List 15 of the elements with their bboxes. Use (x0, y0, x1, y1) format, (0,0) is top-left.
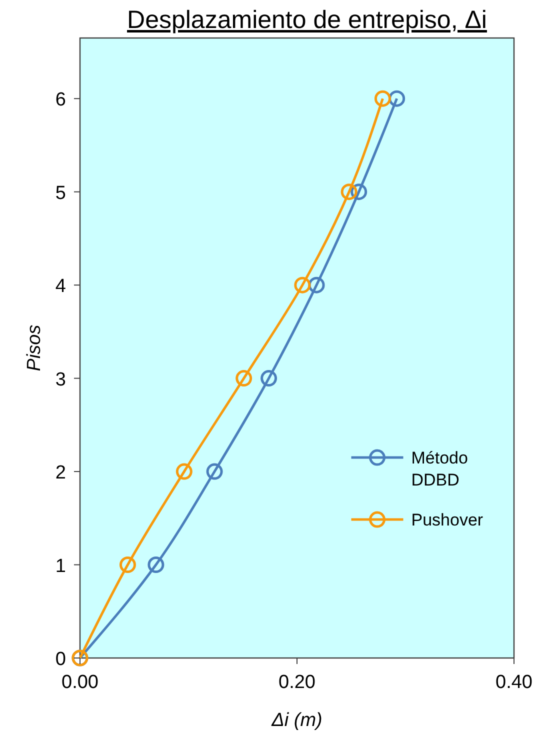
y-tick-label: 5 (55, 182, 66, 204)
y-tick-label: 2 (55, 462, 66, 484)
y-tick-label: 3 (55, 369, 66, 390)
x-axis-title: Δi (m) (270, 710, 322, 731)
chart-title: Desplazamiento de entrepiso, Δi (127, 6, 487, 34)
y-tick-label: 0 (55, 649, 66, 670)
y-tick-label: 6 (55, 90, 66, 111)
legend-label: Método DDBD (411, 448, 468, 490)
x-tick-label: 0.20 (278, 672, 316, 693)
x-tick-label: 0.40 (496, 672, 532, 693)
y-axis-title: Pisos (24, 324, 45, 372)
x-tick-label: 0.00 (62, 672, 98, 693)
y-tick-label: 1 (55, 556, 66, 577)
legend-label: Pushover (411, 510, 484, 530)
y-tick-label: 4 (55, 276, 66, 298)
